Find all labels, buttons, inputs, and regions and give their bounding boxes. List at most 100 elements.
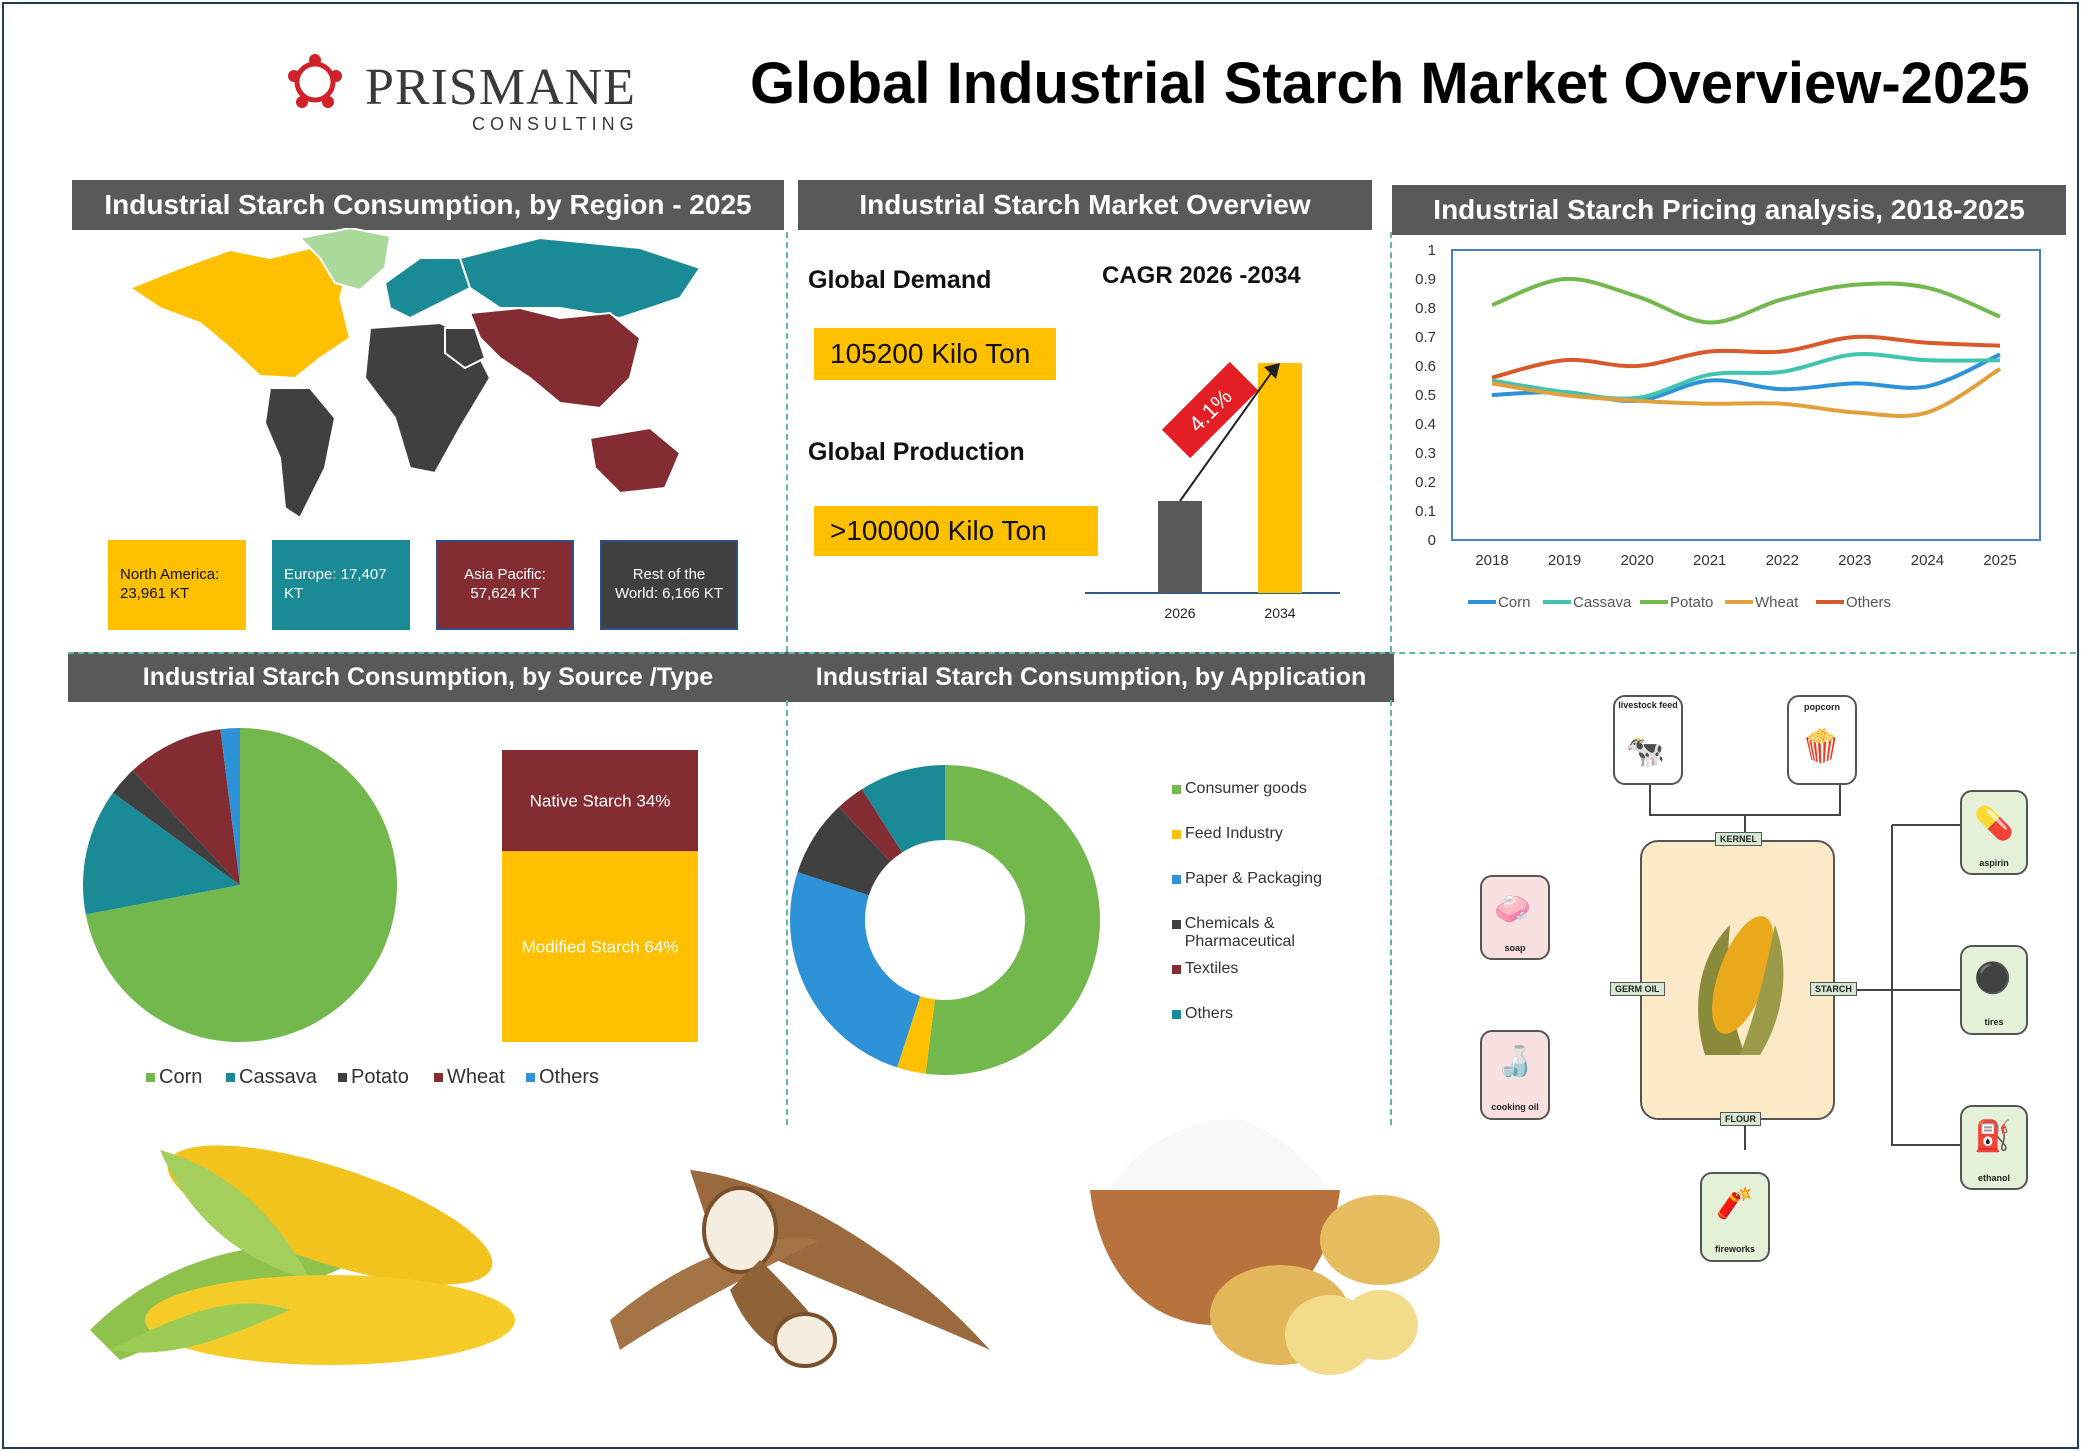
divider-vertical-2 (1390, 232, 1392, 652)
popcorn-box: popcorn 🍿 (1787, 695, 1857, 785)
flour-tag: FLOUR (1720, 1112, 1761, 1126)
soap-box: 🧼 soap (1480, 875, 1550, 960)
application-legend-item: Chemicals & Pharmaceutical (1172, 915, 1382, 951)
potato-starch-illustration (1090, 1119, 1440, 1375)
price-ytick: 0.5 (1415, 387, 1436, 404)
tires-box: ⚫ tires (1960, 945, 2028, 1035)
russia-shape (458, 236, 702, 320)
application-legend-item: Consumer goods (1172, 780, 1382, 798)
pill-icon: 💊 (1974, 805, 2014, 841)
price-xtick: 2019 (1548, 552, 1581, 569)
source-slice-cassava (83, 792, 240, 915)
cagr-bar-2034 (1258, 363, 1302, 593)
cagr-arrowhead (1264, 363, 1280, 379)
legend-swatch (1172, 965, 1181, 974)
legend-label: Corn (159, 1066, 203, 1088)
legend-swatch (526, 1073, 535, 1082)
cooking-oil-box: 🍶 cooking oil (1480, 1030, 1550, 1120)
legend-label: Wheat (447, 1066, 505, 1088)
overview-section-header: Industrial Starch Market Overview (798, 180, 1372, 230)
source-legend-wheat: Wheat (434, 1066, 505, 1089)
price-ytick: 0.2 (1415, 474, 1436, 491)
legend-label: Chemicals & Pharmaceutical (1184, 915, 1295, 950)
price-ytick: 0.6 (1415, 358, 1436, 375)
price-series-others (1491, 334, 2001, 380)
legend-swatch (1172, 875, 1181, 884)
price-plot-frame (1451, 249, 2041, 541)
world-map (127, 228, 702, 520)
region-box-asia-pacific: Asia Pacific: 57,624 KT (436, 540, 574, 630)
region-box-north-america: North America: 23,961 KT (108, 540, 246, 630)
price-xtick: 2022 (1766, 552, 1799, 569)
price-xtick: 2018 (1475, 552, 1508, 569)
application-donut-chart (790, 765, 1101, 1075)
starch-tag: STARCH (1810, 982, 1857, 996)
legend-swatch (338, 1073, 347, 1082)
legend-label: Textiles (1185, 960, 1239, 977)
application-legend-item: Paper & Packaging (1172, 870, 1382, 888)
europe-shape (383, 257, 472, 320)
price-xtick: 2024 (1911, 552, 1944, 569)
application-slice (897, 996, 935, 1074)
aspirin-label: aspirin (1979, 858, 2009, 868)
cow-icon: 🐄 (1625, 733, 1665, 769)
fuel-nozzle-icon: ⛽ (1974, 1120, 2012, 1153)
legend-label: Others (539, 1066, 600, 1088)
source-section-header: Industrial Starch Consumption, by Source… (68, 652, 788, 702)
price-ytick: 0.3 (1415, 445, 1436, 462)
soap-label: soap (1504, 943, 1526, 953)
australia-shape (588, 426, 682, 495)
prismane-logo-icon (288, 54, 342, 108)
fireworks-box: 🧨 fireworks (1700, 1172, 1770, 1262)
corn-cob-icon (1698, 916, 1784, 1055)
source-legend-corn: Corn (146, 1066, 202, 1089)
application-slice (925, 765, 1101, 1075)
price-legend-others: Others (1846, 594, 1891, 611)
source-slice-others (220, 728, 240, 885)
region-section-header: Industrial Starch Consumption, by Region… (72, 180, 784, 230)
application-slice (790, 872, 921, 1068)
starch-type-label: Native Starch 34% (530, 792, 671, 811)
cagr-label: CAGR 2026 -2034 (1102, 262, 1301, 289)
cooking-oil-label: cooking oil (1491, 1102, 1539, 1112)
price-xtick: 2020 (1620, 552, 1653, 569)
popcorn-icon: 🍿 (1801, 728, 1841, 764)
price-series-wheat (1491, 367, 2002, 418)
oil-bottle-icon: 🍶 (1496, 1045, 1534, 1078)
ethanol-label: ethanol (1977, 1173, 2010, 1183)
application-slice (797, 807, 891, 896)
global-production-label: Global Production (808, 438, 1025, 466)
region-box-rest-of-world: Rest of the World: 6,166 KT (600, 540, 738, 630)
livestock-feed-box: livestock feed 🐄 (1613, 695, 1683, 785)
price-ytick: 0.1 (1415, 503, 1436, 520)
asia-shape (468, 306, 642, 410)
legend-swatch (1172, 830, 1181, 839)
legend-label: Consumer goods (1185, 780, 1307, 797)
legend-label: Feed Industry (1185, 825, 1283, 842)
page-title: Global Industrial Starch Market Overview… (750, 51, 2030, 116)
pricing-line-chart: 0 0.1 0.2 0.3 0.4 0.5 0.6 0.7 0.8 0.9 1 2018 2019 202… (1415, 242, 2041, 611)
region-box-europe: Europe: 17,407 KT (272, 540, 410, 630)
cagr-bar-2026 (1158, 501, 1202, 593)
legend-swatch (1172, 785, 1181, 794)
application-legend-item: Others (1172, 1005, 1382, 1023)
price-ytick: 0 (1428, 532, 1436, 549)
divider-vertical-4 (1390, 700, 1392, 1125)
popcorn-label: popcorn (1804, 702, 1840, 712)
tire-icon: ⚫ (1974, 962, 2012, 995)
legend-label: Others (1185, 1005, 1234, 1022)
source-pie-chart (83, 728, 398, 1042)
middle-east-shape (444, 327, 487, 370)
south-america-shape (263, 387, 337, 520)
application-slice (838, 789, 903, 862)
application-legend-item: Textiles (1172, 960, 1382, 978)
starch-type-segment (502, 750, 698, 852)
aspirin-box: 💊 aspirin (1960, 790, 2028, 875)
north-america-shape (127, 246, 352, 380)
legend-swatch (1172, 1010, 1181, 1019)
price-xtick: 2023 (1838, 552, 1871, 569)
fireworks-label: fireworks (1714, 1244, 1756, 1254)
source-legend-potato: Potato (338, 1066, 409, 1089)
tires-label: tires (1984, 1017, 2004, 1027)
germ-oil-tag: GERM OIL (1610, 982, 1665, 996)
